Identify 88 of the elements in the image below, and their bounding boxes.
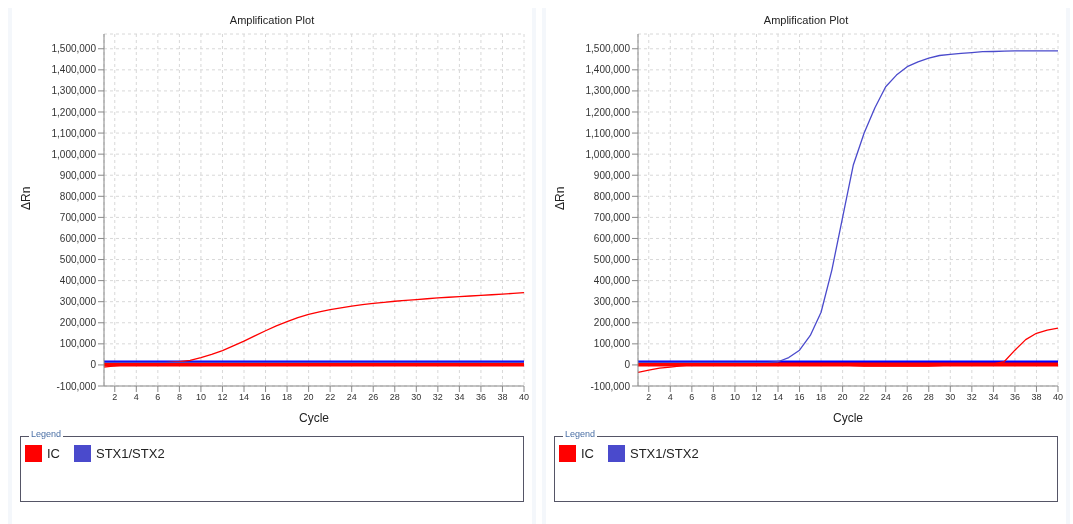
x-tick-label: 22 xyxy=(859,392,870,403)
x-tick-label: 20 xyxy=(837,392,848,403)
y-tick-label: 700,000 xyxy=(593,211,631,223)
line-series xyxy=(638,327,1058,373)
y-tick-label: 800,000 xyxy=(59,190,97,202)
y-tick-label: -100,000 xyxy=(56,380,97,392)
x-tick-label: 34 xyxy=(988,392,999,403)
x-tick-label: 4 xyxy=(667,392,673,403)
x-tick-label: 18 xyxy=(816,392,827,403)
x-tick-label: 14 xyxy=(238,392,250,403)
legend-title: Legend xyxy=(29,429,64,439)
x-tick-label: 12 xyxy=(217,392,228,403)
y-tick-label: 1,000,000 xyxy=(51,148,97,160)
y-tick-label: 0 xyxy=(90,359,97,371)
y-tick-label: 600,000 xyxy=(593,233,631,245)
x-tick-label: 18 xyxy=(282,392,293,403)
y-tick-label: -100,000 xyxy=(590,380,631,392)
y-tick-label: 1,100,000 xyxy=(585,127,631,139)
y-tick-label: 1,400,000 xyxy=(51,64,97,76)
x-tick-label: 40 xyxy=(518,392,530,403)
y-axis-title: ΔRn xyxy=(553,186,568,210)
x-tick-label: 26 xyxy=(902,392,913,403)
y-tick-label: 1,500,000 xyxy=(51,43,97,55)
y-tick-label: 500,000 xyxy=(59,254,97,266)
x-tick-label: 2 xyxy=(646,392,652,403)
y-tick-label: 300,000 xyxy=(593,296,631,308)
legend-label: IC xyxy=(47,446,60,461)
y-tick-label: 1,200,000 xyxy=(585,106,631,118)
y-tick-label: 1,500,000 xyxy=(585,43,631,55)
x-axis-title: Cycle xyxy=(832,411,864,425)
y-tick-label: 100,000 xyxy=(59,338,97,350)
x-tick-label: 36 xyxy=(475,392,486,403)
y-tick-label: 1,300,000 xyxy=(51,85,97,97)
x-tick-label: 26 xyxy=(368,392,379,403)
chart-title: Amplification Plot xyxy=(228,14,316,26)
y-tick-label: 1,000,000 xyxy=(585,148,631,160)
x-tick-label: 2 xyxy=(112,392,118,403)
x-tick-label: 22 xyxy=(325,392,336,403)
chart-title: Amplification Plot xyxy=(762,14,850,26)
y-tick-label: 900,000 xyxy=(59,169,97,181)
x-tick-label: 10 xyxy=(729,392,740,403)
x-tick-label: 24 xyxy=(880,392,891,403)
x-tick-label: 38 xyxy=(497,392,508,403)
x-tick-label: 20 xyxy=(303,392,314,403)
y-tick-label: 200,000 xyxy=(59,317,97,329)
x-tick-label: 10 xyxy=(195,392,206,403)
x-tick-label: 34 xyxy=(454,392,465,403)
y-tick-label: 700,000 xyxy=(59,211,97,223)
x-tick-label: 8 xyxy=(710,392,716,403)
x-tick-label: 28 xyxy=(923,392,934,403)
x-tick-label: 6 xyxy=(155,392,161,403)
x-tick-label: 4 xyxy=(133,392,139,403)
x-tick-label: 14 xyxy=(772,392,784,403)
y-tick-label: 0 xyxy=(624,359,631,371)
legend-title: Legend xyxy=(563,429,598,439)
legend-label: STX1/STX2 xyxy=(630,446,699,461)
y-axis-title: ΔRn xyxy=(19,186,34,210)
x-tick-label: 40 xyxy=(1052,392,1064,403)
legend-label: IC xyxy=(581,446,594,461)
y-tick-label: 1,300,000 xyxy=(585,85,631,97)
y-tick-label: 500,000 xyxy=(593,254,631,266)
x-tick-label: 28 xyxy=(389,392,400,403)
y-tick-label: 1,100,000 xyxy=(51,127,97,139)
y-tick-label: 1,400,000 xyxy=(585,64,631,76)
y-tick-label: 100,000 xyxy=(593,338,631,350)
x-tick-label: 8 xyxy=(176,392,182,403)
y-tick-label: 1,200,000 xyxy=(51,106,97,118)
y-tick-label: 400,000 xyxy=(59,275,97,287)
x-tick-label: 24 xyxy=(346,392,357,403)
x-tick-label: 16 xyxy=(260,392,271,403)
y-tick-label: 300,000 xyxy=(59,296,97,308)
x-tick-label: 16 xyxy=(794,392,805,403)
legend-label: STX1/STX2 xyxy=(96,446,165,461)
x-tick-label: 6 xyxy=(689,392,695,403)
x-tick-label: 32 xyxy=(432,392,443,403)
x-tick-label: 30 xyxy=(945,392,956,403)
x-tick-label: 36 xyxy=(1009,392,1020,403)
x-tick-label: 38 xyxy=(1031,392,1042,403)
y-tick-label: 200,000 xyxy=(593,317,631,329)
line-series xyxy=(638,50,1058,364)
x-tick-label: 12 xyxy=(751,392,762,403)
y-tick-label: 600,000 xyxy=(59,233,97,245)
y-tick-label: 900,000 xyxy=(593,169,631,181)
y-tick-label: 400,000 xyxy=(593,275,631,287)
x-axis-title: Cycle xyxy=(298,411,330,425)
x-tick-label: 32 xyxy=(966,392,977,403)
y-tick-label: 800,000 xyxy=(593,190,631,202)
x-tick-label: 30 xyxy=(411,392,422,403)
